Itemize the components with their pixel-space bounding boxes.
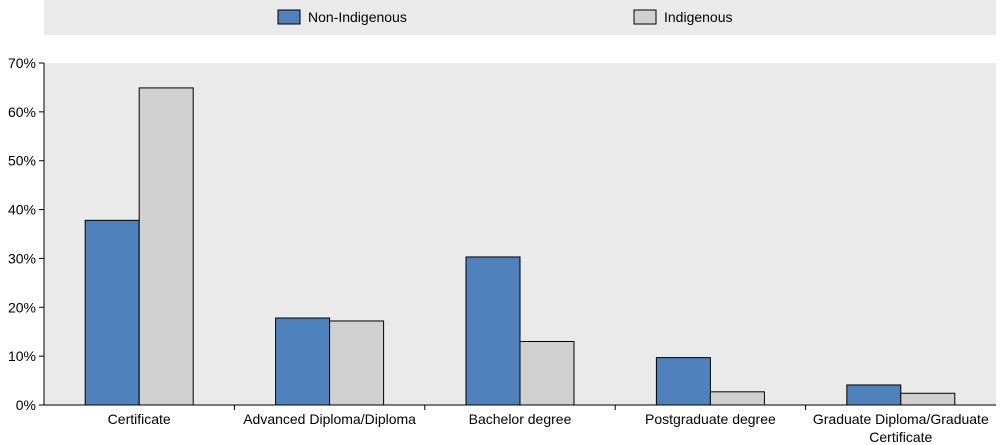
legend-swatch (633, 9, 657, 25)
y-tick-label: 20% (8, 299, 36, 315)
bar-non-indigenous-2 (465, 256, 521, 406)
x-tick-label: Advanced Diploma/Diploma (243, 411, 416, 427)
bar-indigenous-1 (329, 320, 385, 406)
legend: Non-Indigenous Indigenous (277, 9, 733, 25)
x-tick-label: Certificate (108, 411, 171, 427)
bar-non-indigenous-0 (84, 219, 140, 406)
x-tick-label: Graduate Diploma/Graduate Certificate (813, 411, 989, 445)
y-tick-label: 10% (8, 348, 36, 364)
y-tick-label: 30% (8, 250, 36, 266)
bar-non-indigenous-4 (846, 384, 902, 406)
y-tick-label: 40% (8, 202, 36, 218)
x-tick-label: Postgraduate degree (645, 411, 776, 427)
bars (84, 87, 956, 406)
y-tick-label: 60% (8, 104, 36, 120)
bar-non-indigenous-3 (655, 357, 711, 406)
y-axis: 0% 10% 20% 30% 40% 50% 60% 70% (8, 55, 45, 413)
legend-swatch (277, 9, 301, 25)
legend-label: Indigenous (664, 9, 733, 25)
x-axis: Certificate Advanced Diploma/Diploma Bache… (44, 404, 996, 445)
bar-indigenous-4 (900, 392, 956, 406)
bar-indigenous-0 (138, 87, 194, 406)
y-tick-label: 70% (8, 55, 36, 71)
y-tick-label: 0% (16, 397, 36, 413)
legend-label: Non-Indigenous (308, 9, 407, 25)
bar-indigenous-3 (709, 391, 765, 406)
legend-background (44, 0, 996, 35)
bar-non-indigenous-1 (275, 317, 331, 406)
bar-indigenous-2 (519, 340, 575, 406)
y-tick-label: 50% (8, 153, 36, 169)
x-tick-label: Bachelor degree (469, 411, 572, 427)
